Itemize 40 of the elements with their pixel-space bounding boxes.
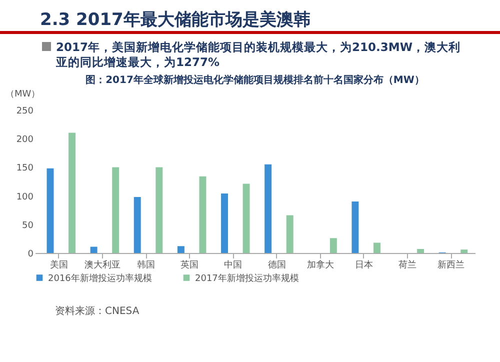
x-tick-label: 中国 [224, 260, 242, 270]
legend-label: 2016年新增投运功率规模 [48, 272, 152, 284]
bar [264, 164, 272, 253]
x-tick-label: 新西兰 [438, 260, 465, 270]
y-tick-label: 100 [16, 192, 34, 202]
x-tick-label: 英国 [180, 260, 199, 270]
bar [460, 250, 468, 253]
legend-label: 2017年新增投运功率规模 [195, 272, 299, 284]
x-tick-label: 日本 [354, 260, 373, 270]
y-axis-title: （MW） [6, 90, 40, 100]
x-tick-label: 韩国 [137, 260, 156, 270]
bar [177, 246, 184, 253]
x-tick-label: 美国 [50, 260, 68, 270]
x-tick-label: 澳大利亚 [84, 260, 121, 270]
bar [352, 202, 359, 253]
bar [373, 242, 380, 253]
x-tick-label: 荷兰 [398, 260, 416, 270]
bar [286, 215, 294, 253]
bar [156, 167, 163, 253]
bar [199, 176, 206, 253]
text: 图：2017年全球新增投运电化学储能项目规模排名前十名国家分布（MW） [86, 74, 424, 86]
bar [68, 132, 76, 253]
y-tick-label: 0 [28, 250, 34, 260]
text: 资料来源：CNESA [54, 304, 140, 318]
bar [417, 248, 424, 253]
bar [330, 238, 337, 253]
bar [90, 246, 98, 253]
bar [242, 184, 250, 253]
bar [134, 196, 141, 253]
y-tick-label: 250 [16, 106, 34, 116]
chart-title: 2.3 2017年最大储能市场是美澳韩 [0, 0, 500, 34]
y-tick-label: 200 [16, 135, 34, 146]
bar [221, 194, 228, 253]
bar [46, 168, 54, 253]
bar [112, 167, 120, 253]
y-tick-label: 150 [16, 164, 34, 174]
x-tick-label: 加拿大 [306, 260, 334, 270]
y-tick-label: 50 [22, 220, 34, 231]
chart-subtitle: 2017年，美国新增电化学储能项目的装机规模最大，为210.3MW，澳大利亚的同比增速最大，为1277% [56, 40, 461, 69]
x-tick-label: 德国 [268, 260, 286, 270]
